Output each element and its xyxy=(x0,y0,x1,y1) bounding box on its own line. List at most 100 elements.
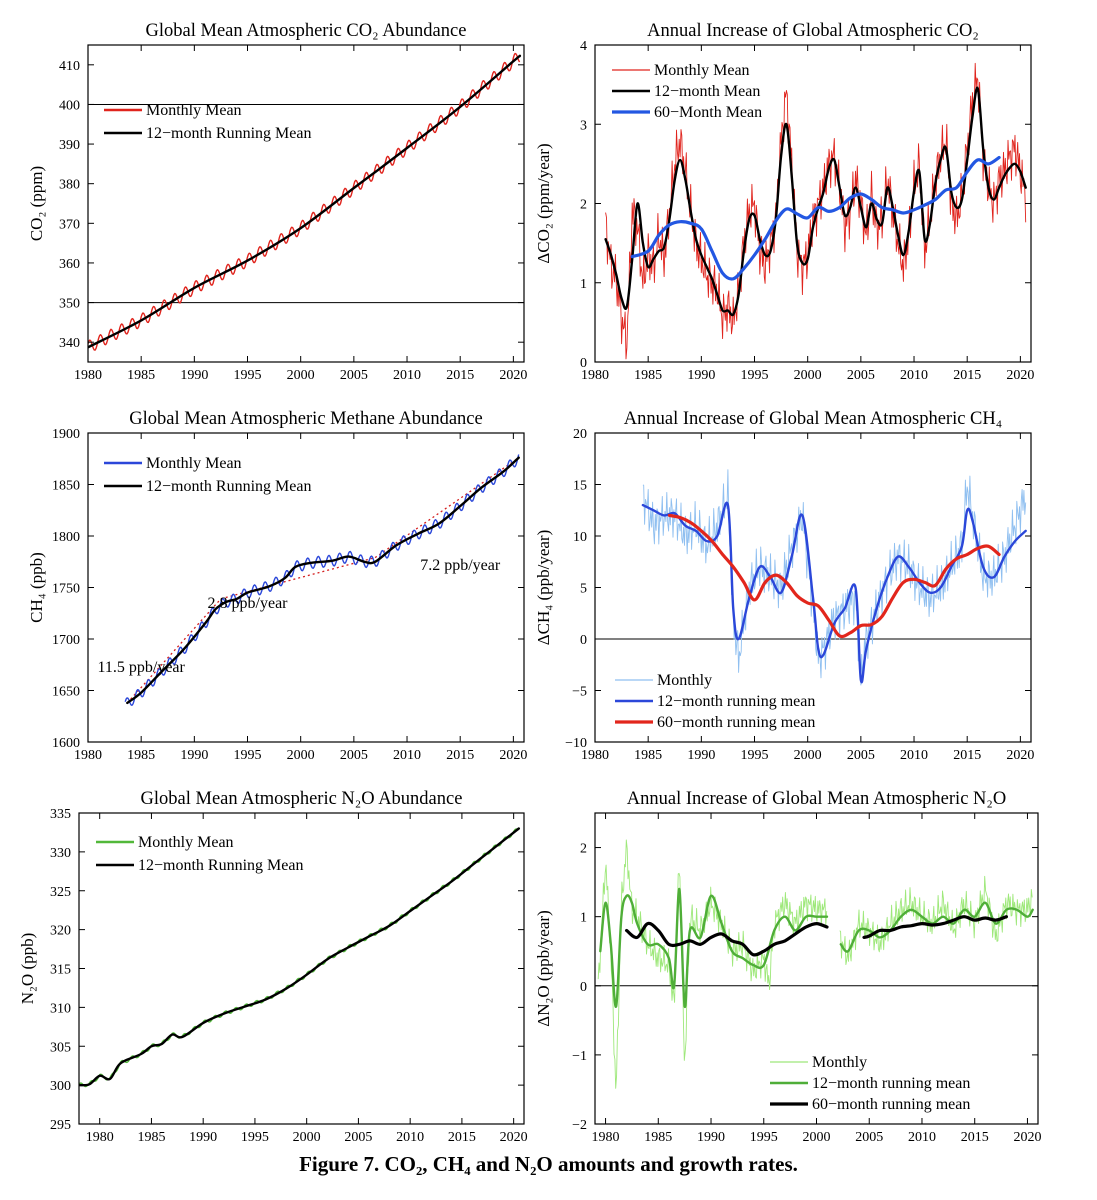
x-tick-label: 1980 xyxy=(581,748,609,763)
series-line-1 xyxy=(839,901,1034,953)
x-tick-label: 2020 xyxy=(500,1130,528,1145)
plot-area xyxy=(88,52,524,351)
y-tick-label: 320 xyxy=(50,924,71,939)
y-tick-label: 1 xyxy=(580,277,587,292)
y-axis-label: N₂O (ppb) xyxy=(18,933,37,1005)
x-tick-label: 2005 xyxy=(344,1130,372,1145)
series-line-2 xyxy=(667,513,1001,639)
y-tick-label: 325 xyxy=(50,885,71,900)
x-tick-label: 1995 xyxy=(241,1130,269,1145)
y-tick-label: 295 xyxy=(50,1118,71,1133)
y-tick-label: −5 xyxy=(572,685,587,700)
x-tick-label: 2000 xyxy=(293,1130,321,1145)
y-tick-label: 4 xyxy=(580,39,587,54)
chart-title: Global Mean Atmospheric Methane Abundanc… xyxy=(129,409,482,429)
y-tick-label: 0 xyxy=(580,633,587,648)
y-tick-label: 0 xyxy=(580,356,587,371)
y-tick-label: 10 xyxy=(573,530,587,545)
y-tick-label: 380 xyxy=(59,178,80,193)
x-tick-label: 2005 xyxy=(847,748,875,763)
x-tick-label: 1990 xyxy=(180,368,208,383)
series-line-1 xyxy=(88,54,522,349)
x-tick-label: 1980 xyxy=(74,748,102,763)
legend-label: 12−month Running Mean xyxy=(138,857,303,874)
y-tick-label: 1900 xyxy=(52,427,80,442)
x-tick-label: 1985 xyxy=(634,748,662,763)
legend-label: 12−month running mean xyxy=(657,693,815,710)
x-tick-label: 2015 xyxy=(446,748,474,763)
chart-ch4_growth: Annual Increase of Global Mean Atmospher… xyxy=(534,409,1034,763)
trend-line xyxy=(126,598,222,704)
y-tick-label: 1600 xyxy=(52,736,80,751)
annotation-label: 2.8 ppb/year xyxy=(208,595,289,612)
x-tick-label: 2020 xyxy=(1006,748,1034,763)
x-tick-label: 2020 xyxy=(1013,1130,1041,1145)
legend-label: Monthly Mean xyxy=(146,102,242,119)
series-line-0 xyxy=(88,52,521,351)
x-tick-label: 1995 xyxy=(741,368,769,383)
x-tick-label: 2015 xyxy=(953,748,981,763)
legend-label: Monthly Mean xyxy=(138,834,234,851)
chart-co2_abundance: Global Mean Atmospheric CO₂ Abundance CO₂… xyxy=(27,21,527,383)
series-line-1 xyxy=(79,827,520,1087)
series-line-1 xyxy=(126,456,520,705)
y-tick-label: 0 xyxy=(580,980,587,995)
x-tick-label: 2010 xyxy=(900,368,928,383)
x-tick-label: 1990 xyxy=(687,748,715,763)
x-tick-label: 1985 xyxy=(137,1130,165,1145)
x-tick-label: 2015 xyxy=(961,1130,989,1145)
y-tick-label: 350 xyxy=(59,297,80,312)
y-tick-label: 1650 xyxy=(52,685,80,700)
series-line-2 xyxy=(630,155,1001,281)
chart-co2_growth: Annual Increase of Global Atmospheric CO… xyxy=(534,21,1034,383)
x-tick-label: 2005 xyxy=(855,1130,883,1145)
x-tick-label: 2015 xyxy=(448,1130,476,1145)
y-tick-label: 335 xyxy=(50,807,71,822)
y-tick-label: 1700 xyxy=(52,633,80,648)
x-tick-label: 2000 xyxy=(803,1130,831,1145)
x-tick-label: 1985 xyxy=(127,748,155,763)
legend-label: Monthly xyxy=(657,672,712,689)
x-tick-label: 2010 xyxy=(900,748,928,763)
chart-ch4_abundance: Global Mean Atmospheric Methane Abundanc… xyxy=(27,409,527,763)
legend-label: Monthly Mean xyxy=(146,455,242,472)
y-axis-label: CH₄ (ppb) xyxy=(27,552,46,623)
x-tick-label: 1985 xyxy=(644,1130,672,1145)
y-tick-label: 300 xyxy=(50,1079,71,1094)
x-tick-label: 2000 xyxy=(794,748,822,763)
annotation-label: 11.5 ppb/year xyxy=(97,659,185,676)
y-axis-label: ΔCO₂ (ppm/year) xyxy=(534,143,553,263)
y-tick-label: 310 xyxy=(50,1001,71,1016)
y-tick-label: 1 xyxy=(580,911,587,926)
x-tick-label: 1985 xyxy=(634,368,662,383)
x-tick-label: 1980 xyxy=(74,368,102,383)
y-tick-label: 20 xyxy=(573,427,587,442)
plot-area xyxy=(595,469,1031,686)
x-tick-label: 2000 xyxy=(287,748,315,763)
y-tick-label: 1850 xyxy=(52,479,80,494)
y-tick-label: 2 xyxy=(580,198,587,213)
x-tick-label: 2010 xyxy=(396,1130,424,1145)
y-tick-label: 330 xyxy=(50,846,71,861)
series-line-0 xyxy=(642,469,1027,686)
chart-title: Annual Increase of Global Mean Atmospher… xyxy=(627,789,1006,809)
x-tick-label: 2010 xyxy=(908,1130,936,1145)
y-tick-label: 390 xyxy=(59,138,80,153)
y-tick-label: 410 xyxy=(59,59,80,74)
chart-title: Annual Increase of Global Mean Atmospher… xyxy=(624,409,1002,429)
y-tick-label: 2 xyxy=(580,842,587,857)
x-tick-label: 1990 xyxy=(697,1130,725,1145)
x-tick-label: 2010 xyxy=(393,748,421,763)
legend-label: 12−month Mean xyxy=(654,83,760,100)
plot-area xyxy=(124,454,520,706)
series-line-1 xyxy=(604,86,1027,317)
plot-area xyxy=(604,62,1027,360)
y-tick-label: 340 xyxy=(59,336,80,351)
y-tick-label: 3 xyxy=(580,118,587,133)
trend-line xyxy=(374,457,520,559)
y-tick-label: −2 xyxy=(572,1118,587,1133)
legend-label: 60−month running mean xyxy=(657,714,815,731)
x-tick-label: 1990 xyxy=(180,748,208,763)
legend-label: Monthly xyxy=(812,1054,867,1071)
